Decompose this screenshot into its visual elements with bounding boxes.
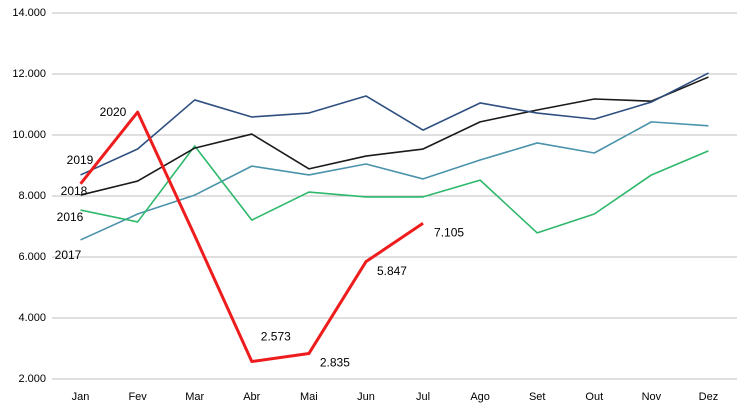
y-tick-label: 14.000: [12, 7, 46, 19]
series-line: [80, 72, 709, 176]
x-tick-label: Mai: [300, 391, 318, 403]
series-label: 2017: [55, 248, 82, 262]
x-tick-label: Dez: [699, 391, 719, 403]
y-tick-label: 10.000: [12, 129, 46, 141]
x-tick-label: Out: [585, 391, 603, 403]
y-tick-label: 4.000: [18, 312, 46, 324]
data-label: 2.573: [261, 330, 291, 344]
data-label: 5.847: [377, 264, 407, 278]
series-label: 2016: [57, 210, 84, 224]
y-tick-label: 8.000: [18, 190, 46, 202]
x-tick-label: Nov: [642, 391, 662, 403]
y-tick-label: 6.000: [18, 251, 46, 263]
series-label: 2019: [67, 153, 94, 167]
x-tick-label: Abr: [243, 391, 260, 403]
data-label: 7.105: [434, 225, 464, 239]
y-tick-label: 12.000: [12, 68, 46, 80]
x-tick-label: Ago: [470, 391, 490, 403]
y-tick-label: 2.000: [18, 373, 46, 385]
series-line: [80, 121, 709, 241]
x-tick-label: Jul: [416, 391, 430, 403]
x-tick-label: Set: [529, 391, 546, 403]
x-tick-label: Jun: [357, 391, 375, 403]
series-line: [80, 145, 709, 234]
data-label: 2.835: [320, 356, 350, 370]
x-tick-label: Jan: [72, 391, 90, 403]
series-line: [79, 110, 424, 364]
x-tick-label: Mar: [185, 391, 204, 403]
x-tick-label: Fev: [128, 391, 147, 403]
series-label: 2018: [61, 184, 88, 198]
series-line: [80, 76, 709, 196]
series-label: 2020: [100, 105, 127, 119]
